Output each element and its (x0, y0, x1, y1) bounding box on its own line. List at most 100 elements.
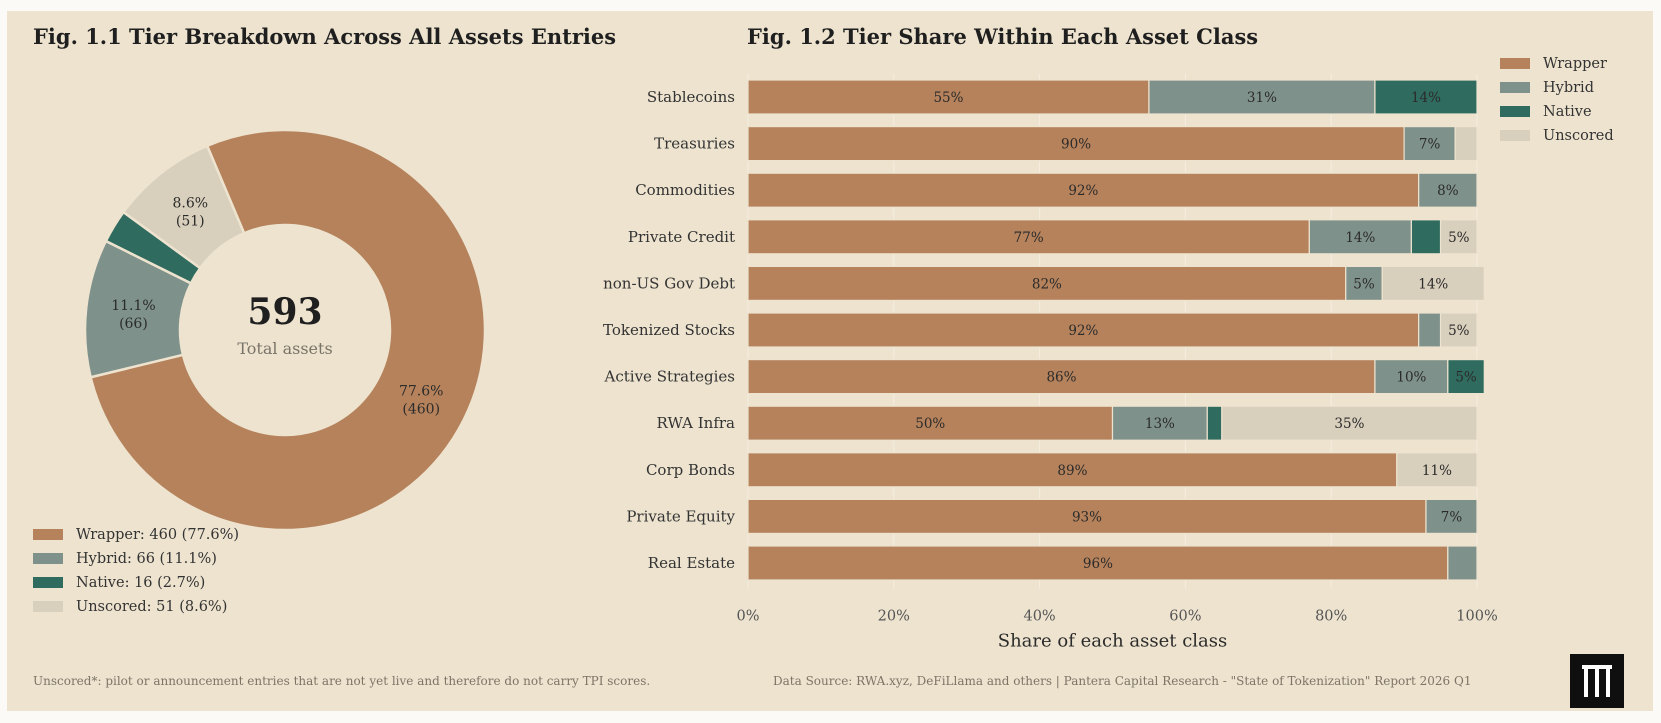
donut-slice-unscored (121, 144, 246, 270)
bar-legend-item-hybrid: Hybrid (1500, 76, 1614, 100)
x-tick-label: 0% (736, 609, 759, 625)
data-label-real-estate-wrapper: 96% (1083, 556, 1113, 572)
data-label-private-credit-wrapper: 77% (1014, 230, 1044, 246)
bar-legend-label-unscored: Unscored (1543, 128, 1614, 144)
category-label-private-credit: Private Credit (628, 228, 735, 246)
category-label-active-strategies: Active Strategies (604, 368, 735, 386)
donut-center-total: 593 (247, 291, 322, 333)
donut-slice-wrapper (89, 128, 487, 532)
pantera-logo-mark-icon (1582, 665, 1612, 697)
bar-segment-non-us-gov-debt-wrapper (747, 265, 1347, 301)
pantera-logo (1570, 654, 1624, 708)
legend-item-native: Native: 16 (2.7%) (33, 571, 239, 595)
bar-segment-active-strategies-native (1447, 359, 1485, 395)
bar-segment-rwa-infra-native (1206, 405, 1223, 441)
bar-segment-private-credit-unscored (1439, 219, 1478, 255)
bar-segment-active-strategies-hybrid (1374, 359, 1449, 395)
bar-legend-item-wrapper: Wrapper (1500, 52, 1614, 76)
data-label-corp-bonds-wrapper: 89% (1057, 463, 1087, 479)
x-tick-label: 80% (1315, 609, 1347, 625)
data-label-stablecoins-hybrid: 31% (1247, 90, 1277, 106)
bar-segment-private-equity-wrapper (747, 498, 1427, 534)
category-label-real-estate: Real Estate (648, 554, 735, 572)
bar-segment-commodities-hybrid (1418, 172, 1478, 208)
data-label-tokenized-stocks-unscored: 5% (1448, 323, 1470, 339)
bar-segment-rwa-infra-wrapper (747, 405, 1114, 441)
x-tick-label: 40% (1023, 609, 1055, 625)
bar-segment-treasuries-wrapper (747, 125, 1405, 162)
data-label-tokenized-stocks-wrapper: 92% (1068, 323, 1098, 339)
data-label-active-strategies-wrapper: 86% (1046, 370, 1076, 386)
x-axis-label: Share of each asset class (998, 631, 1228, 652)
bar-segment-corp-bonds-unscored (1396, 452, 1478, 488)
donut-label-pct-hybrid: 11.1% (111, 298, 155, 314)
donut-label-count-unscored: (51) (176, 213, 205, 229)
bar-segment-commodities-wrapper (747, 172, 1420, 208)
category-label-non-us-gov-debt: non-US Gov Debt (603, 274, 735, 292)
bar-segment-treasuries-unscored (1454, 125, 1478, 162)
data-label-stablecoins-wrapper: 55% (933, 90, 963, 106)
legend-swatch-wrapper (33, 528, 63, 540)
bar-legend: Wrapper Hybrid Native Unscored (1500, 52, 1614, 148)
bar-legend-item-unscored: Unscored (1500, 124, 1614, 148)
fig12-title: Fig. 1.2 Tier Share Within Each Asset Cl… (747, 24, 1259, 49)
category-label-commodities: Commodities (635, 181, 735, 199)
x-tick-label: 100% (1456, 609, 1497, 625)
bar-segment-private-equity-hybrid (1425, 498, 1478, 534)
legend-label-native: Native: 16 (2.7%) (76, 575, 206, 591)
bar-segment-non-us-gov-debt-hybrid (1345, 265, 1383, 301)
donut-label-pct-wrapper: 77.6% (399, 384, 443, 400)
bar-segment-treasuries-hybrid (1403, 125, 1456, 162)
data-label-non-us-gov-debt-unscored: 14% (1418, 276, 1448, 292)
data-label-rwa-infra-wrapper: 50% (915, 416, 945, 432)
data-label-rwa-infra-hybrid: 13% (1145, 416, 1175, 432)
data-label-active-strategies-native: 5% (1455, 370, 1477, 386)
data-label-non-us-gov-debt-hybrid: 5% (1353, 276, 1375, 292)
bar-segment-corp-bonds-wrapper (747, 452, 1398, 488)
legend-item-hybrid: Hybrid: 66 (11.1%) (33, 547, 239, 571)
donut-label-pct-unscored: 8.6% (172, 195, 208, 211)
category-label-corp-bonds: Corp Bonds (646, 461, 735, 479)
data-label-private-credit-hybrid: 14% (1345, 230, 1375, 246)
bar-legend-swatch-hybrid (1500, 81, 1530, 93)
bar-segment-rwa-infra-unscored (1221, 405, 1478, 441)
data-label-private-credit-unscored: 5% (1448, 230, 1470, 246)
data-label-non-us-gov-debt-wrapper: 82% (1032, 276, 1062, 292)
bar-segment-private-credit-wrapper (747, 219, 1310, 255)
bar-legend-item-native: Native (1500, 100, 1614, 124)
bar-segment-non-us-gov-debt-unscored (1381, 265, 1485, 301)
data-label-treasuries-hybrid: 7% (1419, 137, 1441, 153)
x-tick-label: 20% (878, 609, 910, 625)
legend-label-wrapper: Wrapper: 460 (77.6%) (76, 527, 240, 543)
data-label-commodities-wrapper: 92% (1068, 183, 1098, 199)
data-label-stablecoins-native: 14% (1411, 90, 1441, 106)
bar-legend-label-native: Native (1543, 104, 1592, 120)
bar-segment-stablecoins-wrapper (747, 79, 1150, 115)
bar-segment-stablecoins-hybrid (1148, 79, 1376, 115)
category-label-stablecoins: Stablecoins (647, 88, 735, 106)
legend-label-unscored: Unscored: 51 (8.6%) (76, 599, 228, 615)
data-label-rwa-infra-unscored: 35% (1334, 416, 1364, 432)
bar-segment-stablecoins-native (1374, 79, 1478, 115)
bar-segment-private-credit-native (1410, 219, 1442, 255)
donut-label-count-hybrid: (66) (119, 316, 148, 332)
bar-legend-label-hybrid: Hybrid (1543, 80, 1594, 96)
category-label-private-equity: Private Equity (626, 507, 735, 525)
bar-segment-rwa-infra-hybrid (1111, 405, 1208, 441)
bar-segment-tokenized-stocks-unscored (1439, 312, 1478, 348)
legend-swatch-unscored (33, 600, 63, 612)
legend-swatch-native (33, 576, 63, 588)
legend-swatch-hybrid (33, 552, 63, 564)
category-label-rwa-infra: RWA Infra (657, 414, 736, 432)
category-label-tokenized-stocks: Tokenized Stocks (603, 321, 735, 339)
x-tick-label: 60% (1169, 609, 1201, 625)
footnote-data-source: Data Source: RWA.xyz, DeFiLlama and othe… (773, 674, 1472, 688)
donut-legend: Wrapper: 460 (77.6%) Hybrid: 66 (11.1%) … (33, 523, 239, 619)
bar-segment-real-estate-wrapper (747, 545, 1449, 581)
fig11-title: Fig. 1.1 Tier Breakdown Across All Asset… (33, 24, 617, 49)
donut-center-label: Total assets (237, 339, 332, 358)
data-label-commodities-hybrid: 8% (1437, 183, 1459, 199)
footnote-unscored: Unscored*: pilot or announcement entries… (33, 674, 651, 688)
